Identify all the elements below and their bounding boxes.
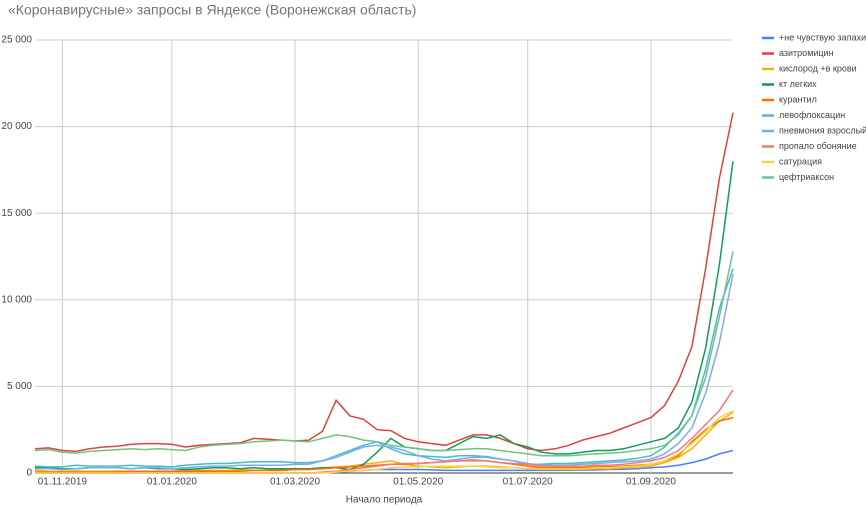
legend-label: курантил <box>779 94 817 104</box>
y-tick-label: 20 000 <box>1 121 32 132</box>
legend-label: кислород +в крови <box>779 63 857 73</box>
x-axis-title: Начало периода <box>346 495 423 506</box>
legend-label: азитромицин <box>779 48 834 58</box>
x-tick-label: 01.05.2020 <box>393 477 443 488</box>
y-tick-label: 5 000 <box>7 381 32 392</box>
y-tick-label: 25 000 <box>1 35 32 46</box>
y-tick-label: 0 <box>26 468 32 479</box>
series-line <box>35 161 734 471</box>
series-line <box>35 409 734 474</box>
legend-label: пропало обоняние <box>779 141 857 151</box>
y-tick-label: 10 000 <box>1 294 32 305</box>
x-tick-label: 01.11.2019 <box>38 477 88 488</box>
legend-label: кт легких <box>779 79 817 89</box>
series-line <box>35 389 734 474</box>
series-line <box>34 411 734 473</box>
series-line <box>35 273 734 471</box>
legend-label: левофлоксацин <box>779 110 845 120</box>
x-tick-label: 01.09.2020 <box>626 477 676 488</box>
y-tick-label: 15 000 <box>1 208 32 219</box>
legend-label: +не чувствую запахи <box>779 32 866 42</box>
chart-title: «Коронавирусные» запросы в Яндексе (Воро… <box>8 2 416 18</box>
series-line <box>34 268 734 468</box>
legend-label: цефтриаксон <box>779 172 834 182</box>
legend-label: сатурация <box>779 156 822 166</box>
series-line <box>34 112 734 453</box>
x-tick-label: 01.03.2020 <box>270 477 320 488</box>
x-tick-label: 01.01.2020 <box>147 477 197 488</box>
series-line <box>34 251 734 457</box>
legend-label: пневмония взрослый <box>779 125 866 135</box>
x-tick-label: 01.07.2020 <box>503 477 553 488</box>
